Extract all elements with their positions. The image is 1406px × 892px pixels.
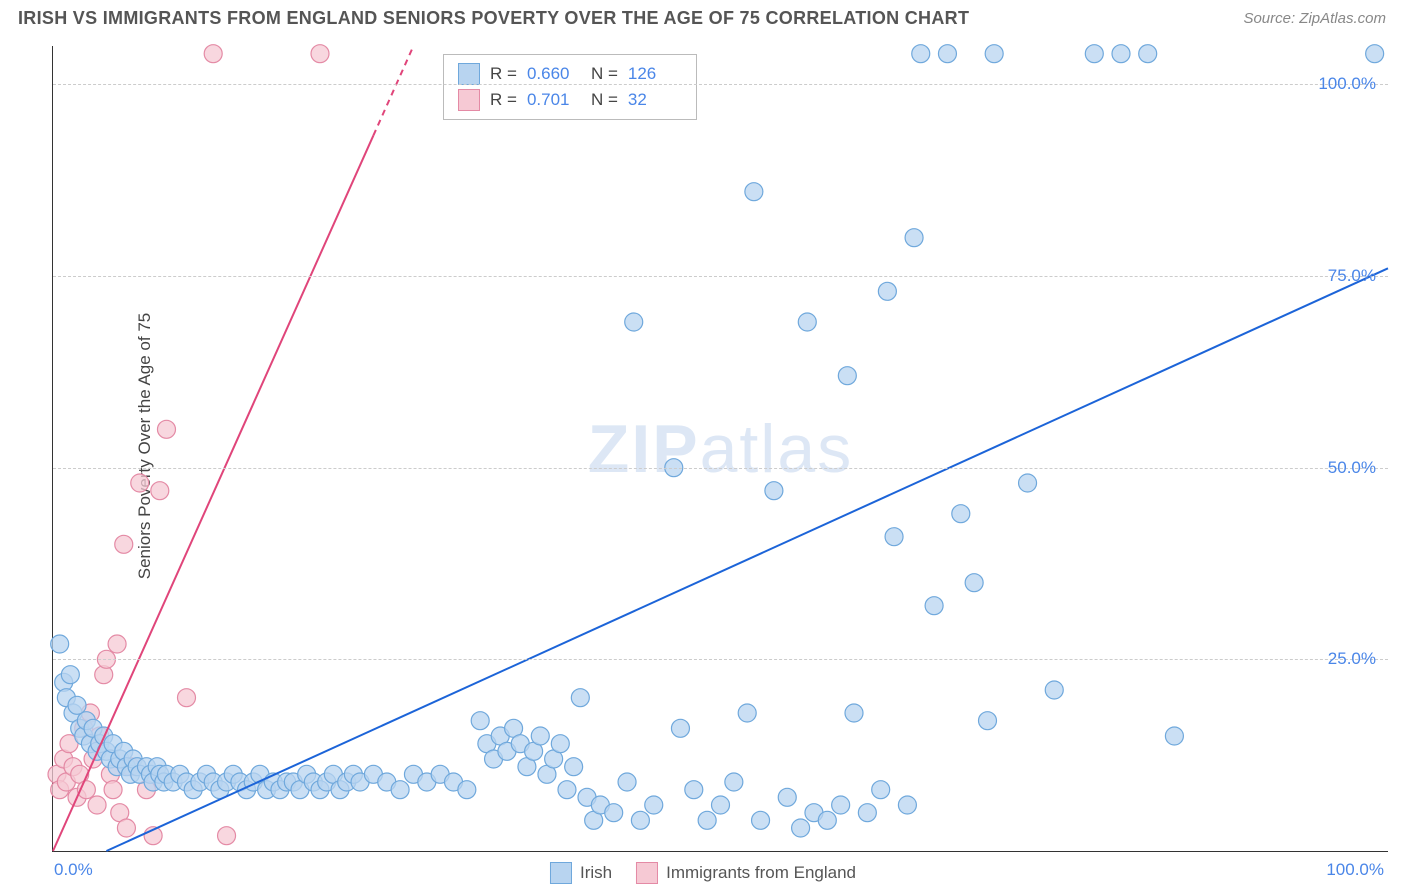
x-tick-max: 100.0%	[1326, 860, 1384, 880]
plot-area: ZIPatlas R = 0.660 N = 126 R = 0.701 N =…	[52, 46, 1388, 852]
y-tick-label: 25.0%	[1328, 649, 1376, 669]
correlation-legend: R = 0.660 N = 126 R = 0.701 N = 32	[443, 54, 697, 120]
series-legend: Irish Immigrants from England	[550, 862, 856, 884]
source-attribution: Source: ZipAtlas.com	[1243, 10, 1386, 27]
swatch-irish-icon	[550, 862, 572, 884]
swatch-england	[458, 89, 480, 111]
swatch-england-icon	[636, 862, 658, 884]
legend-row-england: R = 0.701 N = 32	[458, 87, 682, 113]
legend-item-england: Immigrants from England	[636, 862, 856, 884]
scatter-plot-svg	[53, 46, 1388, 851]
legend-row-irish: R = 0.660 N = 126	[458, 61, 682, 87]
y-tick-label: 100.0%	[1318, 74, 1376, 94]
chart-title: IRISH VS IMMIGRANTS FROM ENGLAND SENIORS…	[18, 8, 969, 29]
y-tick-label: 50.0%	[1328, 458, 1376, 478]
y-tick-label: 75.0%	[1328, 266, 1376, 286]
swatch-irish	[458, 63, 480, 85]
x-tick-min: 0.0%	[54, 860, 93, 880]
legend-item-irish: Irish	[550, 862, 612, 884]
